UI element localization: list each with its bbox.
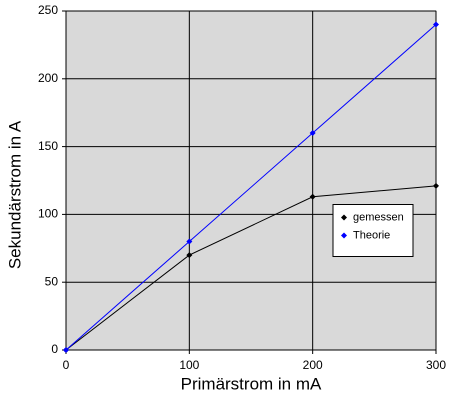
y-tick-label: 150 bbox=[38, 139, 58, 153]
legend-box bbox=[332, 204, 414, 257]
data-point bbox=[433, 182, 439, 189]
legend-marker bbox=[341, 214, 347, 221]
data-point bbox=[63, 347, 69, 353]
series-line bbox=[65, 24, 437, 351]
legend-label: gemessen bbox=[353, 211, 404, 223]
y-tick-label: 250 bbox=[38, 3, 58, 17]
data-point bbox=[309, 193, 316, 200]
data-point bbox=[433, 21, 439, 28]
y-axis-title: Sekundärstrom in A bbox=[5, 120, 24, 269]
data-point bbox=[186, 252, 193, 259]
x-tick-label: 300 bbox=[426, 358, 446, 372]
y-tick-label: 100 bbox=[38, 207, 58, 221]
y-tick-label: 0 bbox=[51, 342, 58, 356]
y-tick-label: 50 bbox=[45, 274, 59, 288]
legend-label: Theorie bbox=[353, 229, 390, 241]
legend-marker bbox=[341, 232, 347, 239]
plot-area bbox=[65, 10, 437, 351]
x-tick-label: 100 bbox=[179, 358, 199, 372]
x-tick-label: 200 bbox=[303, 358, 323, 372]
x-tick-label: 0 bbox=[63, 358, 70, 372]
data-point bbox=[186, 238, 193, 245]
y-tick-label: 200 bbox=[38, 71, 58, 85]
x-axis-title: Primärstrom in mA bbox=[181, 374, 322, 393]
series-line bbox=[65, 185, 437, 351]
data-point bbox=[309, 130, 316, 137]
